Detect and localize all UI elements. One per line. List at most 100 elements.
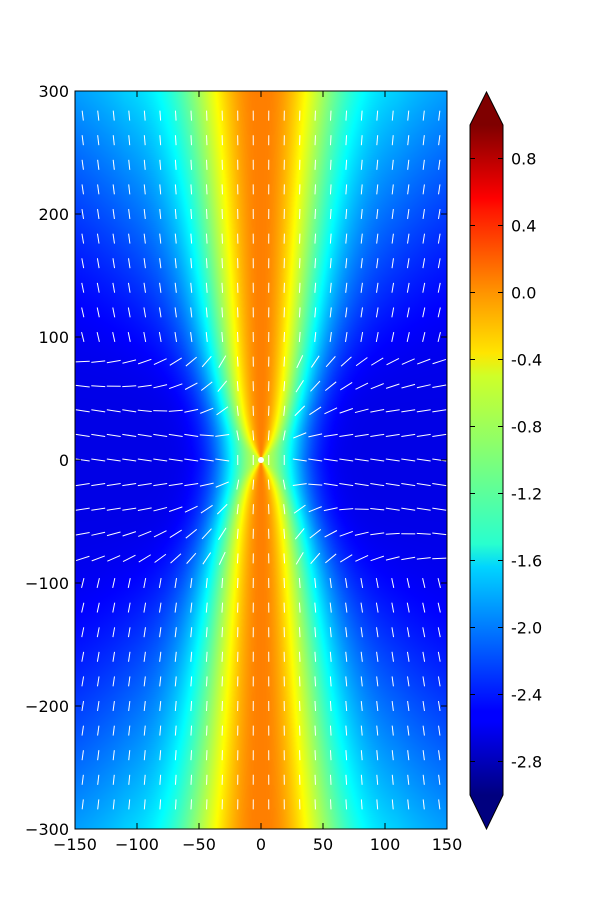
quiver-arrow bbox=[376, 135, 379, 146]
quiver-arrow bbox=[137, 358, 152, 365]
quiver-arrow bbox=[391, 577, 395, 589]
quiver-arrow bbox=[385, 556, 400, 561]
quiver-arrow bbox=[81, 159, 84, 170]
quiver-arrow bbox=[128, 774, 131, 785]
quiver-arrow bbox=[422, 627, 426, 638]
quiver-arrow bbox=[174, 774, 177, 785]
quiver-arrow bbox=[391, 110, 394, 121]
quiver-arrow bbox=[406, 578, 410, 588]
quiver-arrow bbox=[190, 577, 193, 589]
quiver-arrow bbox=[422, 110, 425, 121]
quiver-arrow bbox=[323, 483, 338, 487]
quiver-arrow bbox=[159, 258, 162, 269]
quiver-arrow bbox=[205, 208, 208, 220]
quiver-arrow bbox=[391, 799, 394, 810]
quiver-arrow bbox=[309, 529, 322, 539]
quiver-arrow bbox=[407, 774, 410, 785]
quiver-arrow bbox=[292, 458, 307, 462]
quiver-arrow bbox=[143, 331, 147, 343]
quiver-arrow bbox=[143, 282, 146, 293]
quiver-arrow bbox=[293, 432, 307, 439]
quiver-arrow bbox=[422, 258, 426, 269]
quiver-arrow bbox=[438, 184, 441, 195]
quiver-arrow bbox=[81, 602, 85, 613]
quiver-arrow bbox=[314, 602, 317, 613]
quiver-arrow bbox=[345, 331, 348, 343]
quiver-arrow bbox=[128, 159, 131, 170]
y-tick-label: 300 bbox=[38, 82, 69, 101]
colorbar-outline bbox=[469, 90, 504, 831]
quiver-arrow bbox=[345, 282, 348, 293]
quiver-arrow bbox=[417, 358, 431, 365]
quiver-arrow bbox=[386, 357, 400, 366]
quiver-arrow bbox=[122, 359, 137, 364]
quiver-arrow bbox=[370, 483, 385, 487]
quiver-arrow bbox=[184, 483, 199, 487]
quiver-arrow bbox=[122, 409, 137, 413]
quiver-arrow bbox=[205, 577, 208, 589]
quiver-arrow bbox=[106, 507, 121, 511]
quiver-arrow bbox=[422, 233, 426, 244]
quiver-arrow bbox=[360, 725, 363, 736]
quiver-arrow bbox=[190, 725, 193, 736]
quiver-arrow bbox=[407, 110, 410, 121]
quiver-arrow bbox=[190, 799, 192, 810]
quiver-arrow bbox=[112, 282, 116, 293]
quiver-arrow bbox=[122, 433, 137, 437]
quiver-arrow bbox=[143, 799, 146, 810]
quiver-arrow bbox=[401, 458, 416, 462]
quiver-arrow bbox=[385, 433, 400, 437]
quiver-arrow bbox=[186, 552, 197, 564]
quiver-arrow bbox=[283, 553, 286, 564]
quiver-arrow bbox=[376, 233, 379, 244]
quiver-arrow bbox=[375, 602, 379, 613]
quiver-arrow bbox=[438, 725, 441, 736]
y-tick-label: 100 bbox=[38, 328, 69, 347]
quiver-arrow bbox=[391, 233, 394, 244]
quiver-arrow bbox=[81, 651, 85, 662]
colorbar-tick-label: 0.0 bbox=[511, 284, 536, 303]
quiver-arrow bbox=[112, 799, 115, 810]
quiver-arrow bbox=[128, 208, 131, 220]
quiver-arrow bbox=[375, 577, 379, 589]
y-tick-label: 200 bbox=[38, 205, 69, 224]
quiver-arrow bbox=[354, 483, 369, 487]
quiver-arrow bbox=[112, 307, 116, 318]
quiver-arrow bbox=[112, 651, 116, 662]
quiver-arrow bbox=[158, 577, 162, 589]
quiver-arrow bbox=[360, 208, 363, 220]
quiver-arrow bbox=[112, 208, 115, 220]
quiver-arrow bbox=[391, 725, 394, 736]
quiver-arrow bbox=[339, 408, 354, 414]
quiver-arrow bbox=[112, 700, 115, 712]
colorbar-tick-label: -1.2 bbox=[511, 485, 542, 504]
quiver-arrow bbox=[91, 458, 106, 462]
quiver-arrow bbox=[298, 307, 301, 318]
quiver-arrow bbox=[438, 135, 441, 146]
quiver-arrow bbox=[345, 799, 348, 810]
quiver-arrow bbox=[137, 433, 152, 437]
quiver-arrow bbox=[422, 676, 426, 687]
quiver-arrow bbox=[81, 799, 84, 810]
quiver-arrow bbox=[385, 507, 400, 511]
quiver-arrow bbox=[329, 725, 332, 736]
quiver-arrow bbox=[206, 725, 208, 736]
quiver-arrow bbox=[97, 159, 100, 170]
quiver-arrow bbox=[345, 135, 348, 146]
quiver-arrow bbox=[391, 700, 394, 712]
quiver-arrow bbox=[376, 159, 379, 170]
quiver-arrow bbox=[159, 700, 162, 712]
quiver-arrow bbox=[401, 409, 416, 413]
quiver-arrow bbox=[345, 577, 348, 589]
quiver-arrow bbox=[308, 433, 323, 438]
quiver-arrow bbox=[205, 258, 208, 269]
quiver-arrow bbox=[75, 360, 90, 363]
quiver-arrow bbox=[201, 356, 212, 368]
quiver-arrow bbox=[112, 233, 115, 244]
quiver-arrow bbox=[159, 307, 162, 318]
quiver-arrow bbox=[96, 332, 100, 342]
quiver-arrow bbox=[81, 258, 85, 269]
quiver-arrow bbox=[406, 258, 410, 269]
quiver-arrow bbox=[106, 359, 121, 364]
quiver-arrow bbox=[437, 258, 441, 269]
